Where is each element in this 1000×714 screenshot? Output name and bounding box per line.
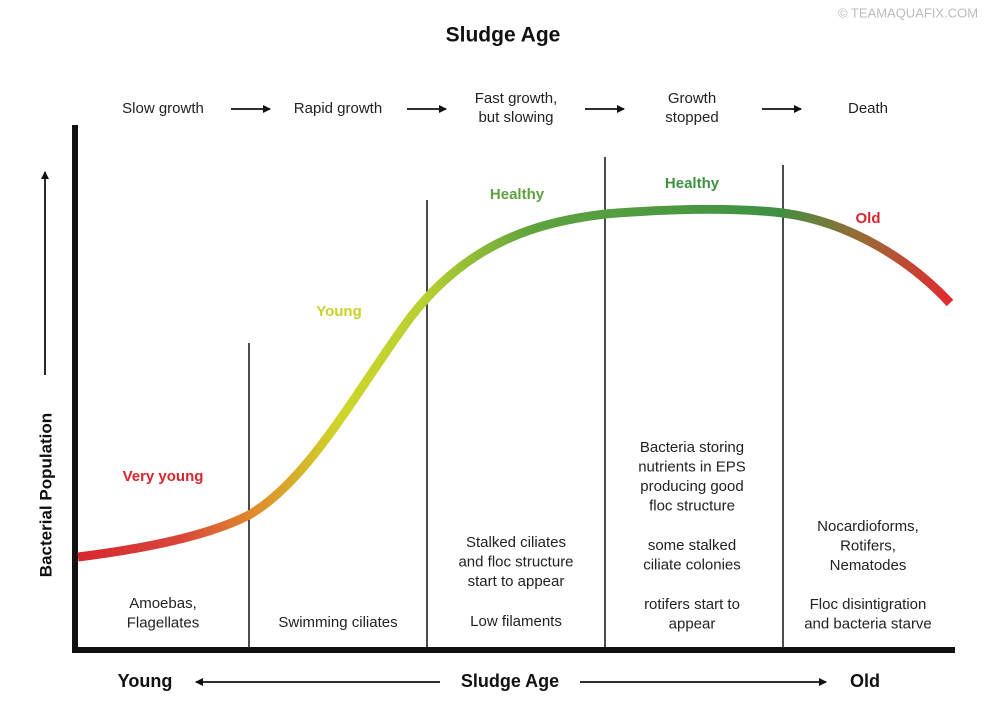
description: nutrients in EPS [638,458,746,475]
title: Sludge Age [446,24,561,47]
description: Bacteria storing [640,439,744,456]
description: Amoebas, [129,595,197,612]
description: Rotifers, [840,537,896,554]
stage-label: Healthy [490,186,545,203]
description: Stalked ciliates [466,534,566,551]
stage-label: Very young [123,468,204,485]
growth-phase: stopped [665,109,718,126]
watermark: © TEAMAQUAFIX.COM [838,5,978,20]
growth-phase: Slow growth [122,100,204,117]
description: floc structure [649,497,735,514]
description: Nocardioforms, [817,518,919,535]
growth-phase: Growth [668,90,716,107]
stage-label: Young [316,303,362,320]
growth-curve [77,204,954,562]
description: start to appear [468,573,565,590]
description: appear [669,615,716,632]
description: Floc disintigration [810,596,927,613]
growth-phase: Fast growth, [475,90,558,107]
description: and floc structure [458,553,573,570]
x-axis-right: Old [850,671,880,691]
x-axis-center: Sludge Age [461,671,559,691]
description: rotifers start to [644,596,740,613]
description: Swimming ciliates [278,614,397,631]
description: some stalked [648,537,736,554]
description: ciliate colonies [643,556,741,573]
growth-phase: but slowing [478,109,553,126]
growth-phase: Rapid growth [294,100,382,117]
stage-label: Healthy [665,175,720,192]
description: Low filaments [470,613,562,630]
description: producing good [640,478,743,495]
growth-phase: Death [848,100,888,117]
description: and bacteria starve [804,615,932,632]
x-axis-left: Young [118,671,173,691]
description: Flagellates [127,614,200,631]
y-axis-label: Bacterial Population [36,413,55,577]
description: Nematodes [830,557,907,574]
stage-label: Old [856,210,881,227]
